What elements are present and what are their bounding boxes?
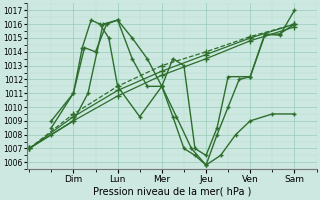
X-axis label: Pression niveau de la mer( hPa ): Pression niveau de la mer( hPa ) xyxy=(92,187,251,197)
